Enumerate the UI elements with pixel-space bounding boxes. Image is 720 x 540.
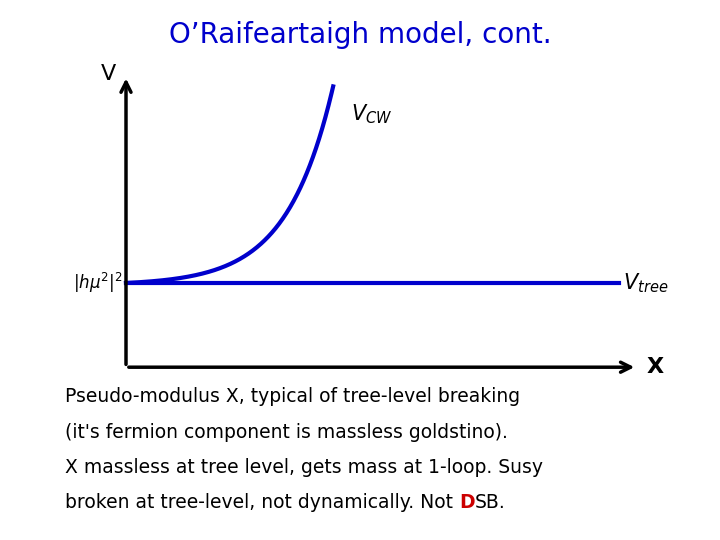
Text: (it's fermion component is massless goldstino).: (it's fermion component is massless gold… bbox=[65, 422, 508, 442]
Text: D: D bbox=[459, 492, 474, 512]
Text: V: V bbox=[100, 64, 116, 84]
Text: O’Raifeartaigh model, cont.: O’Raifeartaigh model, cont. bbox=[168, 21, 552, 49]
Text: SB.: SB. bbox=[474, 492, 505, 512]
Text: $V_{tree}$: $V_{tree}$ bbox=[623, 271, 668, 295]
Text: Pseudo-modulus X, typical of tree-level breaking: Pseudo-modulus X, typical of tree-level … bbox=[65, 387, 520, 407]
Text: X massless at tree level, gets mass at 1-loop. Susy: X massless at tree level, gets mass at 1… bbox=[65, 457, 543, 477]
Text: X: X bbox=[647, 357, 664, 377]
Text: $|h\mu^2|^2$: $|h\mu^2|^2$ bbox=[73, 271, 122, 295]
Text: broken at tree-level, not dynamically. Not: broken at tree-level, not dynamically. N… bbox=[65, 492, 459, 512]
Text: $V_{CW}$: $V_{CW}$ bbox=[351, 103, 392, 126]
